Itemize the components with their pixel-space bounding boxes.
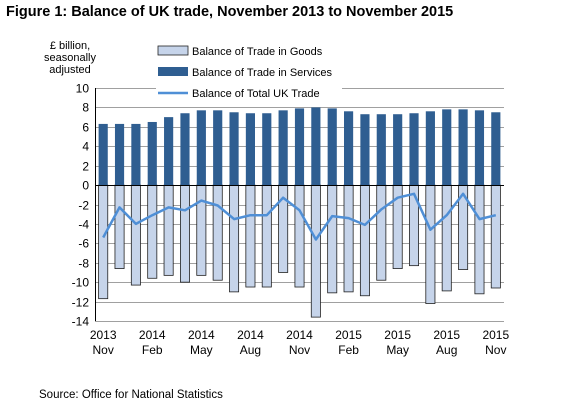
goods-bar: [147, 184, 158, 279]
x-tick-year: 2013: [90, 328, 117, 342]
x-tick-year: 2014: [286, 328, 313, 342]
goods-bar: [359, 184, 370, 297]
services-bar: [245, 113, 256, 186]
x-tick-month: Aug: [436, 343, 457, 357]
legend-swatch-services: [158, 67, 188, 76]
goods-bar: [179, 184, 190, 283]
legend-label: Balance of Trade in Services: [192, 67, 333, 79]
services-bar: [474, 110, 485, 186]
y-tick-label: 0: [82, 179, 89, 193]
goods-bar: [114, 184, 125, 269]
chart-title: Figure 1: Balance of UK trade, November …: [6, 4, 454, 20]
services-bar: [180, 113, 190, 186]
goods-bar: [490, 184, 501, 289]
services-bar: [393, 114, 403, 186]
goods-bar: [376, 184, 387, 281]
services-bar: [343, 111, 354, 186]
y-axis-label: £ billion, seasonally adjusted: [44, 40, 96, 76]
source-note: Source: Office for National Statistics: [39, 389, 223, 401]
x-tick-month: Feb: [142, 343, 163, 357]
y-tick-label: -2: [78, 199, 89, 213]
goods-bar: [130, 184, 141, 286]
goods-bar: [212, 184, 223, 281]
x-tick-month: Feb: [338, 343, 359, 357]
y-tick-label: -6: [78, 237, 89, 251]
services-bar: [458, 109, 468, 186]
services-bar: [425, 111, 435, 186]
services-bars: [98, 107, 501, 186]
axes: 1086420-2-4-6-8-10-12-142013Nov2014Feb20…: [72, 82, 510, 358]
y-tick-label: -4: [78, 218, 89, 232]
x-tick-year: 2015: [335, 328, 362, 342]
x-tick-month: May: [190, 343, 213, 357]
services-bar: [229, 112, 239, 186]
services-bar: [491, 112, 501, 186]
x-tick-year: 2015: [384, 328, 411, 342]
x-tick-month: Nov: [93, 343, 114, 357]
goods-bar: [310, 184, 321, 318]
x-tick-year: 2015: [433, 328, 460, 342]
goods-bar: [229, 184, 240, 293]
legend-swatch-goods: [157, 45, 189, 56]
x-tick-month: Nov: [289, 343, 310, 357]
y-tick-label: -10: [72, 276, 90, 290]
goods-bar: [343, 184, 354, 293]
services-bar: [360, 114, 370, 186]
goods-bar: [409, 184, 420, 267]
services-bar: [196, 110, 206, 186]
services-bar: [376, 114, 386, 186]
total-trade-line: [102, 192, 497, 241]
goods-bar: [163, 184, 174, 276]
x-tick-month: Nov: [485, 343, 506, 357]
legend-label: Balance of Total UK Trade: [192, 88, 320, 100]
x-tick-month: Aug: [240, 343, 261, 357]
goods-bar: [425, 184, 436, 304]
services-bar: [114, 123, 125, 186]
services-bar: [409, 113, 419, 186]
total-trade-line-group: [102, 192, 497, 241]
y-tick-label: 6: [82, 121, 89, 135]
services-bar: [278, 110, 288, 186]
x-tick-year: 2015: [482, 328, 509, 342]
y-tick-label: -8: [78, 257, 89, 271]
services-bar: [147, 121, 157, 186]
goods-bar: [441, 184, 452, 292]
y-tick-label: -14: [72, 315, 90, 329]
y-tick-label: 10: [76, 82, 90, 96]
services-bar: [442, 109, 452, 186]
y-tick-label: 8: [82, 101, 89, 115]
services-bar: [213, 110, 223, 186]
y-tick-label: 4: [82, 140, 89, 154]
goods-bar: [98, 184, 109, 300]
x-tick-month: May: [386, 343, 409, 357]
legend-label: Balance of Trade in Goods: [192, 46, 323, 58]
goods-bar: [261, 184, 272, 288]
services-bar: [131, 123, 141, 186]
services-bar: [311, 107, 321, 186]
goods-bar: [474, 184, 485, 295]
services-bar: [327, 108, 337, 186]
x-tick-year: 2014: [188, 328, 215, 342]
y-tick-label: 2: [82, 160, 89, 174]
goods-bars: [98, 184, 501, 318]
y-tick-label: -12: [72, 296, 90, 310]
goods-bar: [327, 184, 338, 294]
goods-bar: [245, 184, 256, 288]
goods-bar: [294, 184, 305, 288]
goods-bar: [196, 184, 207, 276]
x-tick-year: 2014: [237, 328, 264, 342]
services-bar: [164, 117, 174, 186]
x-tick-year: 2014: [139, 328, 166, 342]
services-bar: [262, 113, 272, 186]
services-bar: [294, 108, 305, 186]
services-bar: [98, 123, 108, 186]
legend: Balance of Trade in Goods Balance of Trad…: [156, 44, 342, 100]
